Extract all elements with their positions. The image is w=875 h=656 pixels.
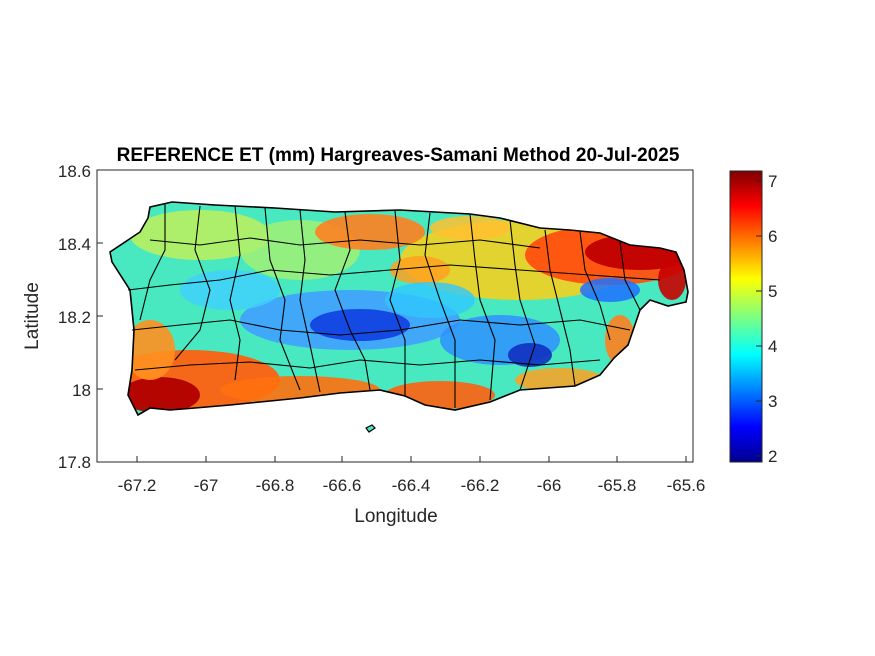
- colorbar-tick-label: 2: [768, 447, 777, 466]
- x-tick-label: -66.6: [323, 476, 362, 495]
- y-axis-label: Latitude: [22, 282, 43, 350]
- y-tick-label: 18.4: [58, 235, 91, 254]
- municipality-boundaries: [127, 203, 661, 408]
- x-tick-label: -67.2: [118, 476, 157, 495]
- x-tick-label: -66: [537, 476, 562, 495]
- caja-de-muertos-island: [365, 424, 376, 433]
- colorbar-tick-label: 7: [768, 172, 777, 191]
- colorbar-gradient: [729, 170, 763, 463]
- x-tick-label: -67: [194, 476, 219, 495]
- y-axis: 17.8 18 18.2 18.4 18.6: [58, 162, 103, 472]
- et-heatmap: [110, 202, 688, 415]
- colorbar-tick-label: 4: [768, 337, 777, 356]
- x-tick-label: -65.8: [598, 476, 637, 495]
- x-tick-label: -66.2: [461, 476, 500, 495]
- y-tick-label: 18.6: [58, 162, 91, 181]
- colorbar-tick-label: 3: [768, 392, 777, 411]
- y-tick-label: 18.2: [58, 308, 91, 327]
- x-axis-label: Longitude: [354, 506, 437, 527]
- x-axis: -67.2 -67 -66.8 -66.6 -66.4 -66.2 -66 -6…: [118, 456, 706, 495]
- colorbar: 2 3 4 5 6 7: [729, 170, 777, 466]
- colorbar-tick-label: 5: [768, 282, 777, 301]
- colorbar-tick-label: 6: [768, 227, 777, 246]
- x-tick-label: -66.4: [392, 476, 431, 495]
- x-tick-label: -65.6: [667, 476, 706, 495]
- y-tick-label: 18: [72, 381, 91, 400]
- map-title: REFERENCE ET (mm) Hargreaves-Samani Meth…: [117, 145, 680, 166]
- y-tick-label: 17.8: [58, 453, 91, 472]
- x-tick-label: -66.8: [256, 476, 295, 495]
